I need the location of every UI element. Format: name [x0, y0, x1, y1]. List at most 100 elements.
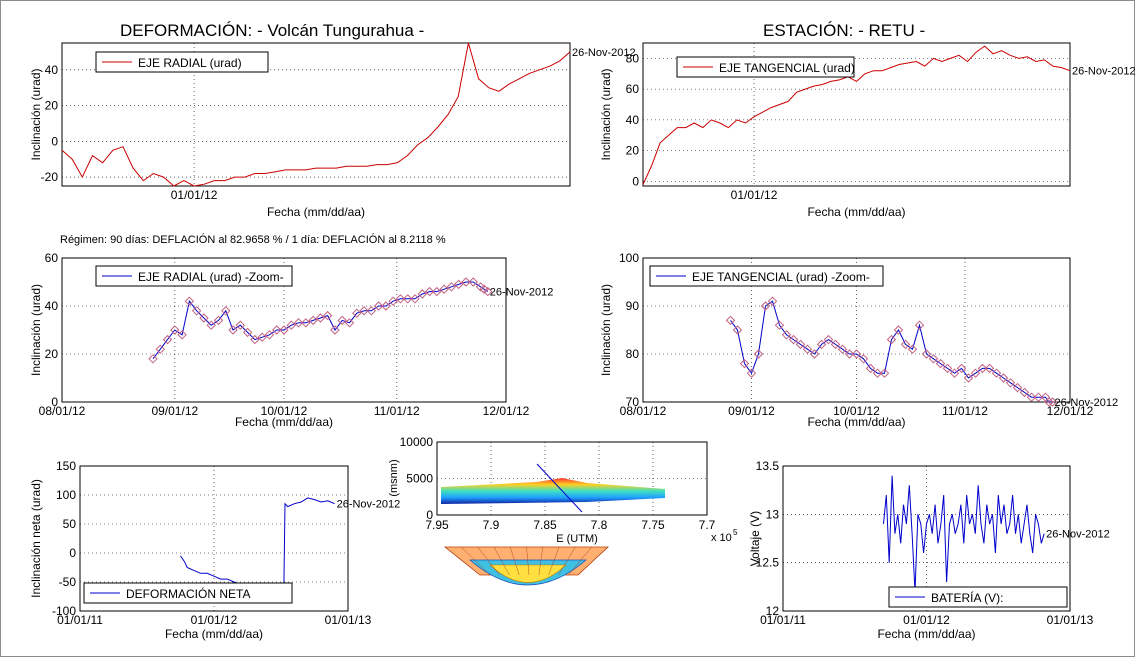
radial-ytick-label: -20	[41, 170, 59, 184]
topo-exponent-label: x 10	[711, 532, 732, 544]
tangencial-x-axis-label: Fecha (mm/dd/aa)	[807, 205, 905, 219]
radial_zoom-data-point	[424, 286, 435, 297]
neta-ytick-label: -100	[52, 604, 76, 618]
tangencial_zoom-data-point	[823, 334, 834, 345]
radial_zoom-data-point	[330, 325, 340, 335]
topo-xtick-label: 7.8	[591, 518, 608, 532]
tangencial_zoom-data-point	[851, 349, 862, 359]
tangencial_zoom-data-point	[921, 349, 932, 359]
tangencial_zoom-data-point	[879, 368, 890, 378]
radial_zoom-data-point	[388, 296, 398, 306]
tangencial_zoom-data-point	[844, 349, 855, 359]
topo-profile-band	[441, 478, 665, 504]
surface-mesh-line	[510, 546, 520, 576]
bateria-xtick-label: 01/01/11	[760, 613, 806, 627]
tangencial-end-date-label: 26-Nov-2012	[1072, 66, 1136, 78]
tangencial_zoom-data-point	[760, 301, 771, 311]
tangencial_zoom-data-point	[928, 354, 939, 364]
neta-chart: -100 -50 0 50 100 150 01/01/11 01/01/12 01/01/13…	[29, 459, 400, 641]
radial_zoom-data-point	[403, 294, 413, 304]
tangencial-xtick-label: 01/01/12	[731, 188, 778, 202]
radial_zoom-data-point	[177, 330, 187, 340]
surface-mesh-line	[526, 546, 530, 576]
topo-xtick-label: 7.7	[699, 518, 716, 532]
tangencial_zoom-data-point	[949, 368, 960, 378]
tangencial-ytick-label: 80	[626, 51, 640, 65]
radial_zoom-series-line	[152, 281, 489, 360]
tangencial_zoom-end-date-label: 26-Nov-2012	[1055, 397, 1119, 409]
tangencial_zoom-data-point	[914, 320, 925, 330]
radial_zoom-ytick-label: 0	[51, 395, 58, 409]
tangencial_zoom-xtick-label: 11/01/12	[942, 404, 988, 418]
radial_zoom-data-point	[352, 308, 362, 318]
neta-end-date-label: 26-Nov-2012	[337, 499, 401, 511]
tangencial_zoom-data-point	[858, 354, 869, 364]
topo-exponent-power: 5	[733, 528, 738, 537]
surface-mesh-line	[568, 546, 592, 576]
neta-xtick-label: 01/01/11	[57, 613, 103, 627]
tangencial_zoom-ytick-label: 80	[626, 347, 640, 361]
radial_zoom-data-point	[417, 289, 428, 299]
tangencial_zoom-data-point	[977, 363, 988, 374]
tangencial_zoom-data-point	[963, 373, 974, 383]
tangencial_zoom-legend-box	[649, 265, 884, 287]
radial_zoom-data-point	[373, 301, 384, 311]
topo-ytick-label: 0	[426, 508, 433, 522]
radial_zoom-ytick-label: 60	[45, 251, 59, 265]
tangencial-ytick-label: 0	[632, 174, 639, 188]
radial_zoom-data-point	[301, 318, 311, 328]
radial_zoom-data-point	[395, 294, 406, 304]
radial_zoom-data-point	[483, 286, 493, 297]
surface-mesh-line	[538, 546, 543, 576]
bateria-legend-label: BATERÍA (V):	[931, 590, 1003, 605]
neta-xtick-label: 01/01/12	[191, 613, 238, 627]
surface-mesh-line	[548, 546, 560, 576]
radial_zoom-data-point	[170, 325, 180, 335]
tangencial-y-axis-label: Inclinación (urad)	[599, 68, 613, 160]
tangencial_zoom-data-point	[795, 339, 806, 350]
topo-chart: 0 5000 10000 7.95 7.9 7.85 7.8 7.75 7.7 (msnm) E (…	[388, 435, 738, 586]
bateria-ytick-label: 12.5	[756, 556, 780, 570]
bateria-chart: 12 12.5 13 13.5 01/01/11 01/01/12 01/01/13 26-N…	[748, 459, 1110, 641]
tangencial_zoom-ytick-label: 100	[619, 251, 639, 265]
tangencial_zoom-chart: 70 80 90 100 08/01/12 09/01/12 10/01/12 11/01/1…	[599, 251, 1118, 429]
radial_zoom-data-point	[199, 313, 209, 323]
tangencial_zoom-data-point	[1044, 397, 1054, 407]
neta-legend-label: DEFORMACIÓN NETA	[126, 586, 250, 601]
radial_zoom-data-point	[272, 325, 282, 335]
radial_zoom-data-point	[155, 344, 165, 354]
tangencial-legend-label: EJE TANGENCIAL (urad)	[719, 61, 855, 75]
radial-xtick-label: 01/01/12	[171, 188, 218, 202]
radial_zoom-legend-label: EJE RADIAL (urad) -Zoom-	[138, 270, 284, 284]
radial_zoom-data-point	[322, 310, 333, 321]
topo-ytick-label: 5000	[406, 472, 433, 486]
radial_zoom-data-point	[410, 294, 420, 304]
tangencial_zoom-xtick-label: 08/01/12	[620, 404, 667, 418]
regimen-note: Régimen: 90 días: DEFLACIÓN al 82.9658 %…	[60, 234, 446, 246]
tangencial_zoom-x-axis-label: Fecha (mm/dd/aa)	[807, 415, 905, 429]
tangencial_zoom-data-point	[865, 363, 876, 374]
tangencial_zoom-data-point	[830, 339, 841, 350]
tangencial_zoom-ytick-label: 70	[626, 395, 640, 409]
neta-ytick-label: -50	[59, 575, 77, 589]
neta-ytick-label: 50	[63, 517, 77, 531]
bateria-ytick-label: 13	[766, 507, 780, 521]
radial_zoom-data-point	[162, 334, 173, 345]
tangencial_zoom-data-point	[1047, 397, 1058, 407]
radial-y-axis-label: Inclinación (urad)	[29, 68, 43, 160]
tangencial-series-line	[642, 45, 1071, 185]
topo-section-line	[536, 463, 583, 513]
bateria-xtick-label: 01/01/13	[1047, 613, 1094, 627]
radial_zoom-xtick-label: 09/01/12	[151, 404, 198, 418]
tangencial_zoom-y-axis-label: Inclinación (urad)	[599, 284, 613, 376]
tangencial-legend-box	[676, 56, 855, 78]
radial_zoom-data-point	[206, 320, 216, 330]
tangencial_zoom-data-point	[774, 320, 785, 330]
tangencial_zoom-data-point	[1026, 392, 1037, 402]
radial_zoom-data-point	[337, 315, 347, 326]
radial_zoom-xtick-label: 10/01/12	[261, 404, 308, 418]
topo-x-axis-label: E (UTM)	[556, 533, 598, 545]
radial_zoom-data-point	[461, 277, 471, 287]
tangencial_zoom-data-point	[956, 363, 967, 374]
